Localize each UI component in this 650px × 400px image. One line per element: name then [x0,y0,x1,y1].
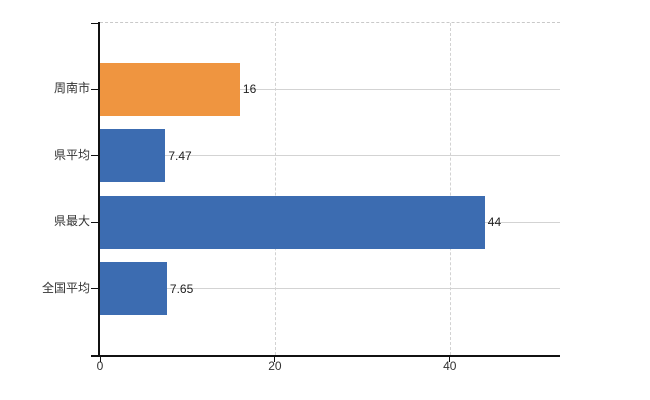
y-axis-line [98,22,100,357]
x-axis-tick [274,357,276,362]
x-tick-label: 20 [268,359,282,373]
category-label: 県最大 [53,214,90,229]
bar[interactable] [100,62,240,116]
y-axis-tick [91,221,98,223]
x-axis-line [91,355,560,357]
y-axis-tick [91,354,98,356]
bar[interactable] [100,195,485,249]
category-label: 全国平均 [41,280,90,295]
x-tick-label: 0 [96,359,104,373]
x-axis-tick [449,357,451,362]
vertical-gridline [449,23,451,355]
value-label: 16 [242,82,257,97]
horizontal-gridline [100,288,560,290]
y-axis-tick [91,22,98,24]
horizontal-gridline [100,88,560,90]
horizontal-gridline [100,155,560,157]
bar[interactable] [100,129,166,183]
value-label: 44 [487,215,502,230]
bar[interactable] [100,262,167,316]
category-label: 県平均 [53,147,90,162]
plot-area: 16 7.47 44 7.65 [91,22,560,362]
x-tick-label: 40 [443,359,457,373]
y-axis-tick [91,288,98,290]
vertical-gridline [274,23,276,355]
x-axis-tick [99,357,101,362]
y-axis-tick [91,155,98,157]
y-axis-tick [91,88,98,90]
category-label: 周南市 [53,81,90,96]
value-label: 7.65 [169,281,194,296]
value-label: 7.47 [168,148,192,163]
